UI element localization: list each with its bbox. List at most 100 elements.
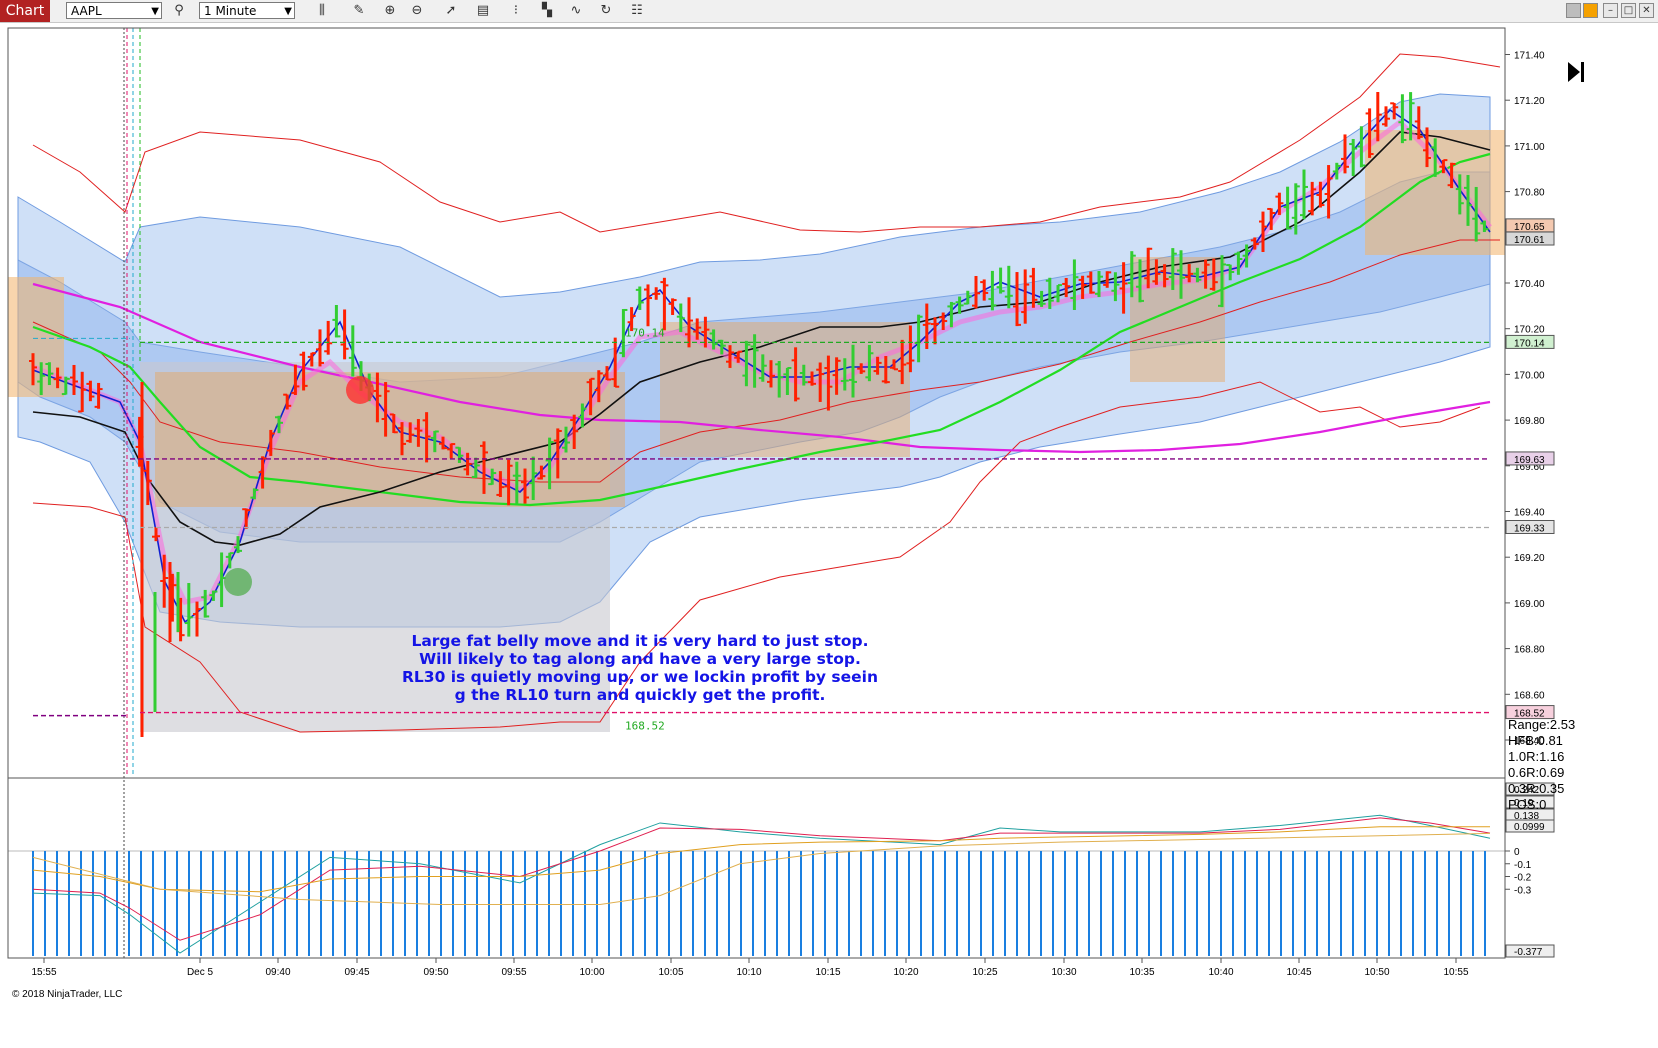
maximize-button[interactable]: □ [1621, 3, 1636, 18]
price-bar [758, 354, 767, 382]
price-bar [906, 325, 915, 373]
price-bar [234, 536, 242, 554]
price-bar [742, 340, 751, 387]
time-tick-label: 10:30 [1051, 967, 1076, 978]
price-bar [1086, 271, 1095, 294]
price-bar [324, 320, 333, 355]
price-bar [1480, 220, 1489, 233]
price-bar [152, 527, 160, 542]
templates-icon[interactable]: ☷ [631, 3, 643, 18]
time-tick-label: 10:00 [579, 967, 604, 978]
price-bar [922, 303, 931, 349]
osc-marker [1505, 819, 1555, 833]
price-bar [955, 296, 964, 314]
price-bar [242, 508, 251, 529]
price-bar [332, 305, 341, 338]
osc-marker [1505, 795, 1555, 809]
price-bar [1234, 251, 1243, 275]
price-bar [1201, 259, 1210, 289]
color-button[interactable] [1583, 3, 1598, 18]
price-bar [1095, 271, 1103, 298]
bars-icon[interactable]: ⫼ [319, 3, 325, 18]
price-bar [1300, 169, 1308, 220]
price-tick-label: 171.20 [1514, 96, 1545, 107]
time-tick-label: 10:15 [815, 967, 840, 978]
pointer-icon[interactable]: ➚ [445, 3, 457, 18]
price-bar [291, 364, 300, 395]
price-bar [340, 309, 349, 360]
minimize-button[interactable]: – [1603, 3, 1618, 18]
price-marker-label: 169.63 [1514, 455, 1545, 466]
price-bar [447, 443, 456, 459]
chart-tab[interactable]: Chart [0, 0, 50, 22]
price-tick-label: 169.60 [1514, 462, 1545, 473]
price-bar [816, 362, 825, 402]
price-bar [94, 382, 103, 409]
price-bar [488, 468, 497, 486]
price-bar [570, 414, 579, 449]
price-bar [857, 363, 866, 374]
time-tick-label: 10:25 [972, 967, 997, 978]
price-bar [1365, 108, 1374, 158]
instrument-selector[interactable]: AAPL ▼ [66, 2, 162, 19]
indicators-icon[interactable]: ▚ [542, 3, 552, 18]
price-bar [398, 422, 406, 456]
close-button[interactable]: ✕ [1639, 3, 1654, 18]
chevron-down-icon: ▼ [284, 6, 292, 17]
price-bar [1070, 259, 1079, 311]
price-bar [521, 468, 529, 504]
price-bar [1168, 248, 1177, 290]
restore-button[interactable] [1566, 3, 1581, 18]
strategies-icon[interactable]: ⁝ [513, 3, 519, 18]
price-bar [1160, 264, 1169, 288]
search-icon[interactable]: ⚲ [174, 3, 184, 18]
rl30-line [32, 282, 1491, 454]
price-tick-label: 171.40 [1514, 51, 1545, 62]
price-bar [1275, 192, 1284, 215]
price-bar [1308, 181, 1317, 216]
price-bar [824, 355, 833, 411]
pencil-icon[interactable]: ✎ [353, 3, 365, 18]
price-bar [209, 590, 218, 601]
price-marker-label: 170.65 [1514, 222, 1545, 233]
price-bar [734, 350, 743, 363]
price-bar [316, 329, 324, 367]
price-bar [1021, 269, 1030, 324]
price-bar [594, 370, 603, 403]
price-tick-label: 168.60 [1514, 690, 1545, 701]
time-tick-label: 10:10 [736, 967, 761, 978]
reload-icon[interactable]: ↻ [600, 3, 612, 18]
price-bar [832, 357, 841, 395]
price-bar [947, 301, 956, 328]
price-bar [545, 437, 554, 490]
price-bar [996, 267, 1005, 294]
price-bar [480, 441, 488, 494]
price-bar [455, 446, 464, 463]
osc-marker [1505, 782, 1555, 796]
price-bar [799, 364, 808, 386]
zoom-out-icon[interactable]: ⊖ [411, 3, 423, 18]
zoom-in-icon[interactable]: ⊕ [384, 3, 396, 18]
price-bar [160, 554, 169, 608]
upper-envelope [32, 53, 1501, 233]
interval-selector[interactable]: 1 Minute ▼ [199, 2, 295, 19]
price-bar [430, 430, 439, 453]
price-bar [143, 460, 152, 506]
price-bar [635, 286, 644, 310]
price-bar [422, 412, 431, 463]
price-bar [644, 284, 652, 327]
price-bar [931, 317, 939, 345]
osc-signal-red [32, 817, 1491, 941]
copyright-text: © 2018 NinjaTrader, LLC [12, 989, 123, 1000]
price-bar [1291, 183, 1300, 235]
properties-icon[interactable]: ▤ [476, 3, 490, 18]
price-bar [193, 601, 201, 637]
price-bar [1414, 106, 1423, 140]
price-tick-label: 169.20 [1514, 553, 1545, 564]
time-tick-label: 10:45 [1286, 967, 1311, 978]
drawing-tools-icon[interactable]: ∿ [570, 3, 582, 18]
price-bar [750, 334, 759, 388]
rl10-line [32, 131, 1491, 546]
price-bar [939, 312, 948, 331]
